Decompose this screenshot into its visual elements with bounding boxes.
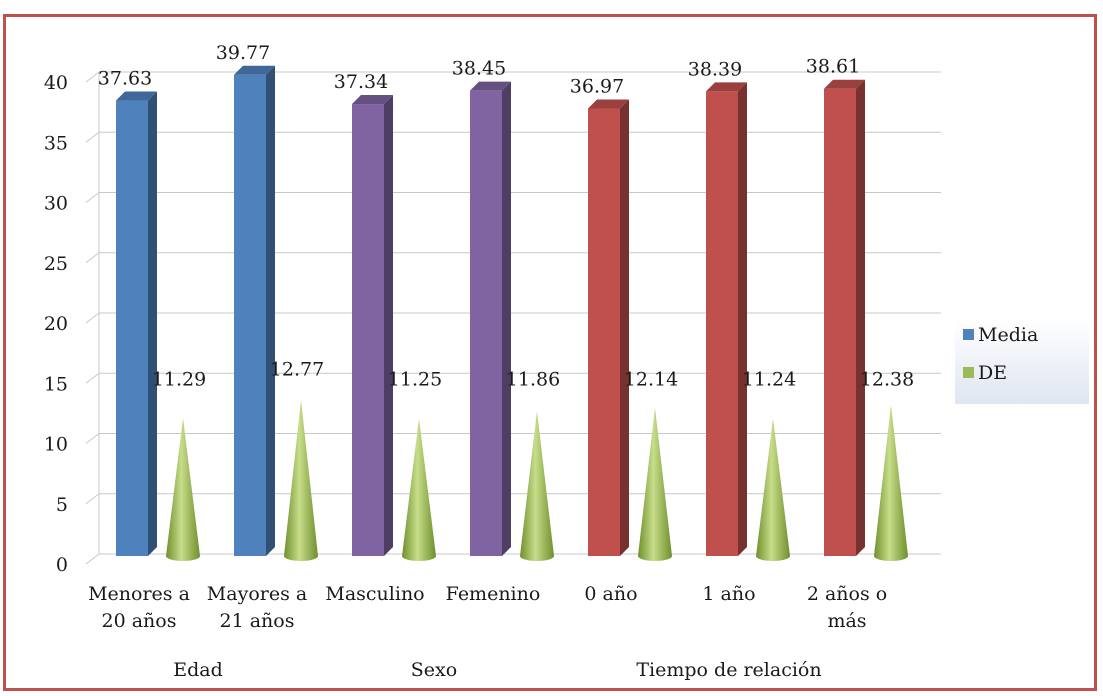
legend-swatch <box>963 329 974 340</box>
media-data-label: 38.39 <box>688 58 742 80</box>
media-bar-top <box>588 99 629 109</box>
y-tick-label: 30 <box>44 193 68 215</box>
gridline-35 <box>85 131 100 143</box>
media-bar-front <box>352 104 384 556</box>
legend-box <box>955 319 1089 404</box>
media-bar-front <box>706 91 738 556</box>
media-bar-front <box>824 88 856 556</box>
gridline-10 <box>85 433 100 444</box>
x-category-label: 1 año <box>702 583 755 605</box>
grid-layer <box>85 71 941 565</box>
media-bar-front <box>116 100 148 556</box>
media-bar-side <box>148 91 157 556</box>
bars-layer <box>116 65 865 557</box>
x-category-label: Masculino <box>325 583 424 605</box>
x-category-label: Femenino <box>446 583 541 605</box>
media-data-label: 37.63 <box>98 68 152 90</box>
media-data-label: 36.97 <box>570 76 624 98</box>
legend-label: DE <box>978 362 1007 384</box>
x-group-label: Sexo <box>411 659 457 681</box>
x-group-label: Edad <box>173 659 223 681</box>
de-data-label: 12.77 <box>270 358 324 380</box>
media-bar-top <box>234 65 275 75</box>
media-bar-top <box>352 95 393 105</box>
media-bar-side <box>620 99 629 556</box>
media-bar-side <box>856 79 865 556</box>
x-axis: Menores a 20 años Mayores a 21 años Masculin… <box>88 583 887 681</box>
de-data-label: 12.14 <box>624 368 678 390</box>
media-bar-front <box>588 108 620 556</box>
media-data-label: 38.45 <box>452 58 506 80</box>
media-data-label: 39.77 <box>216 42 270 64</box>
de-data-label: 11.25 <box>388 368 442 390</box>
de-cone <box>638 407 672 561</box>
de-data-label: 12.38 <box>860 368 914 390</box>
y-tick-label: 35 <box>44 132 68 154</box>
de-data-label: 11.86 <box>506 368 560 390</box>
gridline-15 <box>85 372 100 384</box>
de-cone <box>756 418 790 561</box>
y-tick-label: 0 <box>56 554 68 576</box>
media-data-label: 37.34 <box>334 71 388 93</box>
y-tick-label: 15 <box>44 373 68 395</box>
media-bar-front <box>470 90 502 557</box>
x-category-label: 21 años <box>220 610 295 632</box>
de-data-label: 11.24 <box>742 368 796 390</box>
de-cone <box>874 404 908 561</box>
x-category-label: 2 años o <box>807 583 887 605</box>
media-bar-top <box>824 79 865 89</box>
gridline-20 <box>85 312 100 324</box>
media-bar-top <box>116 91 157 101</box>
x-category-label: más <box>827 610 866 632</box>
gridline-0 <box>85 553 100 565</box>
de-cone <box>520 411 554 561</box>
gridline-30 <box>85 192 100 203</box>
media-bar-side <box>266 65 275 557</box>
media-data-label: 38.61 <box>806 56 860 78</box>
media-bar-top <box>706 82 747 92</box>
x-category-label: 0 año <box>584 583 637 605</box>
x-category-label: 20 años <box>102 610 177 632</box>
media-bar-side <box>738 82 747 556</box>
legend: Media DE <box>955 319 1089 404</box>
media-bar-front <box>234 74 266 557</box>
gridline-25 <box>85 252 100 264</box>
de-data-label: 11.29 <box>152 368 206 390</box>
de-cone <box>166 417 200 561</box>
de-cone <box>284 400 318 561</box>
gridline-5 <box>85 493 100 505</box>
media-bar-side <box>384 95 393 556</box>
y-tick-label: 10 <box>44 434 68 456</box>
media-bar-side <box>502 81 511 557</box>
y-tick-label: 40 <box>44 72 68 94</box>
gridline-40 <box>85 71 100 83</box>
y-tick-label: 25 <box>44 253 68 275</box>
legend-label: Media <box>978 324 1038 346</box>
x-category-label: Menores a <box>88 583 190 605</box>
y-tick-label: 20 <box>44 313 68 335</box>
chart-frame: 0 5 10 15 20 25 30 35 40 37.63 11.29 39.77 12.77 37.… <box>3 14 1097 691</box>
y-axis: 0 5 10 15 20 25 30 35 40 <box>44 72 68 576</box>
x-group-label: Tiempo de relación <box>636 659 821 681</box>
media-bar-top <box>470 81 511 91</box>
de-cone <box>402 418 436 561</box>
data-labels-layer: 37.63 11.29 39.77 12.77 37.34 11.25 38.45 11.86… <box>98 42 914 390</box>
y-tick-label: 5 <box>56 494 68 516</box>
legend-swatch <box>963 367 974 378</box>
x-category-label: Mayores a <box>207 583 307 605</box>
cones-layer <box>166 400 908 561</box>
